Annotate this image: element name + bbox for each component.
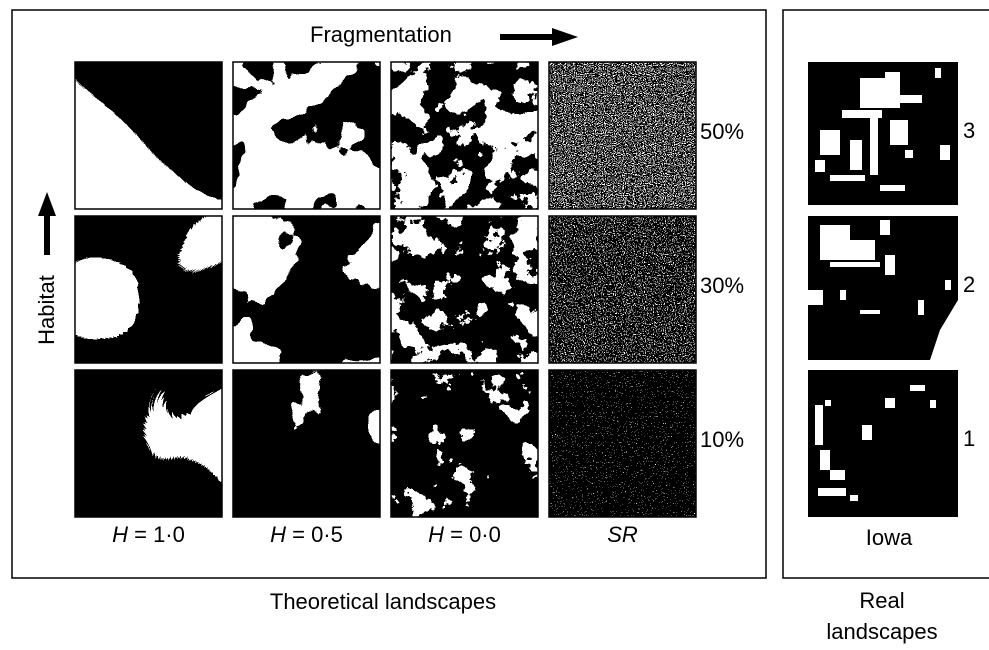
column-label: H = 1·0	[112, 522, 185, 547]
real-row-label: 3	[963, 118, 975, 143]
column-label: SR	[607, 522, 638, 547]
column-label: H = 0·5	[270, 522, 343, 547]
landscape-tile	[75, 370, 222, 517]
theoretical-panel	[11, 9, 767, 579]
landscape-tile	[233, 62, 380, 209]
real-panel	[782, 9, 989, 579]
tile-border	[390, 61, 539, 210]
real-landscape	[808, 62, 958, 517]
fragmentation-arrow	[500, 28, 578, 46]
landscape-tile	[549, 370, 696, 517]
habitat-label: Habitat	[34, 275, 59, 345]
column-variable: H	[270, 522, 286, 547]
fragmentation-label: Fragmentation	[310, 22, 452, 47]
tile-border	[74, 369, 223, 518]
row-label: 30%	[700, 273, 744, 298]
real-footer-line: landscapes	[826, 619, 937, 644]
row-label: 50%	[700, 119, 744, 144]
row-label: 10%	[700, 427, 744, 452]
column-value: = 0·5	[286, 522, 343, 547]
habitat-arrow	[38, 192, 56, 255]
real-row-label: 1	[963, 426, 975, 451]
landscape-tile	[75, 216, 222, 363]
tile-border	[390, 215, 539, 364]
column-value: = 1·0	[128, 522, 185, 547]
real-row-label: 2	[963, 272, 975, 297]
tile-border	[548, 61, 697, 210]
column-label: H = 0·0	[428, 522, 501, 547]
column-value: = 0·0	[444, 522, 501, 547]
landscape-tile	[391, 62, 538, 209]
landscape-tile	[391, 216, 538, 363]
landscape-tile	[549, 216, 696, 363]
landscape-tile	[549, 62, 696, 209]
tile-border	[232, 61, 381, 210]
theoretical-footer: Theoretical landscapes	[270, 589, 496, 614]
real-footer-line: Real	[859, 588, 904, 613]
tile-border	[74, 215, 223, 364]
tile-border	[74, 61, 223, 210]
tile-border	[232, 215, 381, 364]
iowa-label: Iowa	[866, 525, 913, 550]
column-variable: SR	[607, 522, 638, 547]
tile-border	[232, 369, 381, 518]
landscape-tile	[391, 370, 538, 517]
landscape-tile	[233, 216, 380, 363]
tile-border	[548, 215, 697, 364]
tile-border	[390, 369, 539, 518]
tile-border	[548, 369, 697, 518]
column-variable: H	[112, 522, 128, 547]
column-variable: H	[428, 522, 444, 547]
landscape-tile	[233, 370, 380, 517]
landscape-tile	[75, 62, 222, 209]
